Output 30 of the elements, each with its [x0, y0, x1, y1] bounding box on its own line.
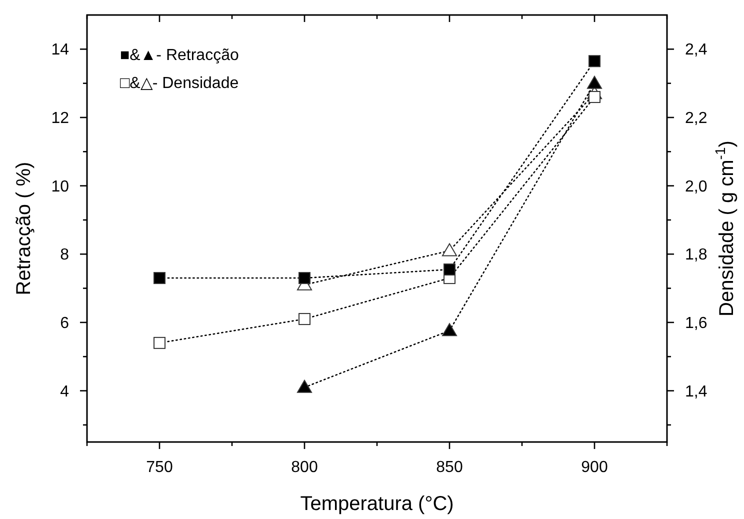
annotation: □&△- Densidade [120, 75, 239, 92]
y-axis-title: Retracção ( %) [13, 162, 35, 296]
point [442, 243, 457, 256]
y-tick-label: 4 [60, 383, 70, 400]
x-tick-label: 800 [291, 459, 318, 476]
y2-tick-label: 2,2 [685, 110, 708, 127]
y-tick-label: 8 [60, 246, 70, 264]
y2-tick-label: 1,8 [685, 246, 708, 264]
point [588, 55, 600, 68]
y-tick-label: 6 [60, 314, 70, 332]
y2-tick-label: 2,0 [685, 178, 708, 196]
y2-tick-label: 1,4 [685, 383, 708, 400]
x-tick-label: 850 [436, 459, 463, 476]
y-tick-label: 14 [51, 42, 70, 59]
point [298, 313, 310, 326]
x-tick-label: 750 [146, 459, 173, 476]
x-tick-label: 900 [581, 459, 608, 476]
point [298, 272, 310, 284]
point [297, 380, 312, 393]
annotation: ■&▲- Retracção [120, 47, 239, 64]
y2-tick-label: 2,4 [685, 42, 708, 59]
point [154, 272, 166, 284]
point [442, 323, 457, 336]
point [154, 336, 166, 349]
point [587, 76, 602, 89]
y-tick-label: 12 [51, 110, 70, 127]
y2-tick-label: 1,6 [685, 314, 708, 332]
point [444, 263, 456, 276]
x-axis-title: Temperatura (°C) [300, 493, 454, 515]
y-tick-label: 10 [51, 178, 70, 196]
